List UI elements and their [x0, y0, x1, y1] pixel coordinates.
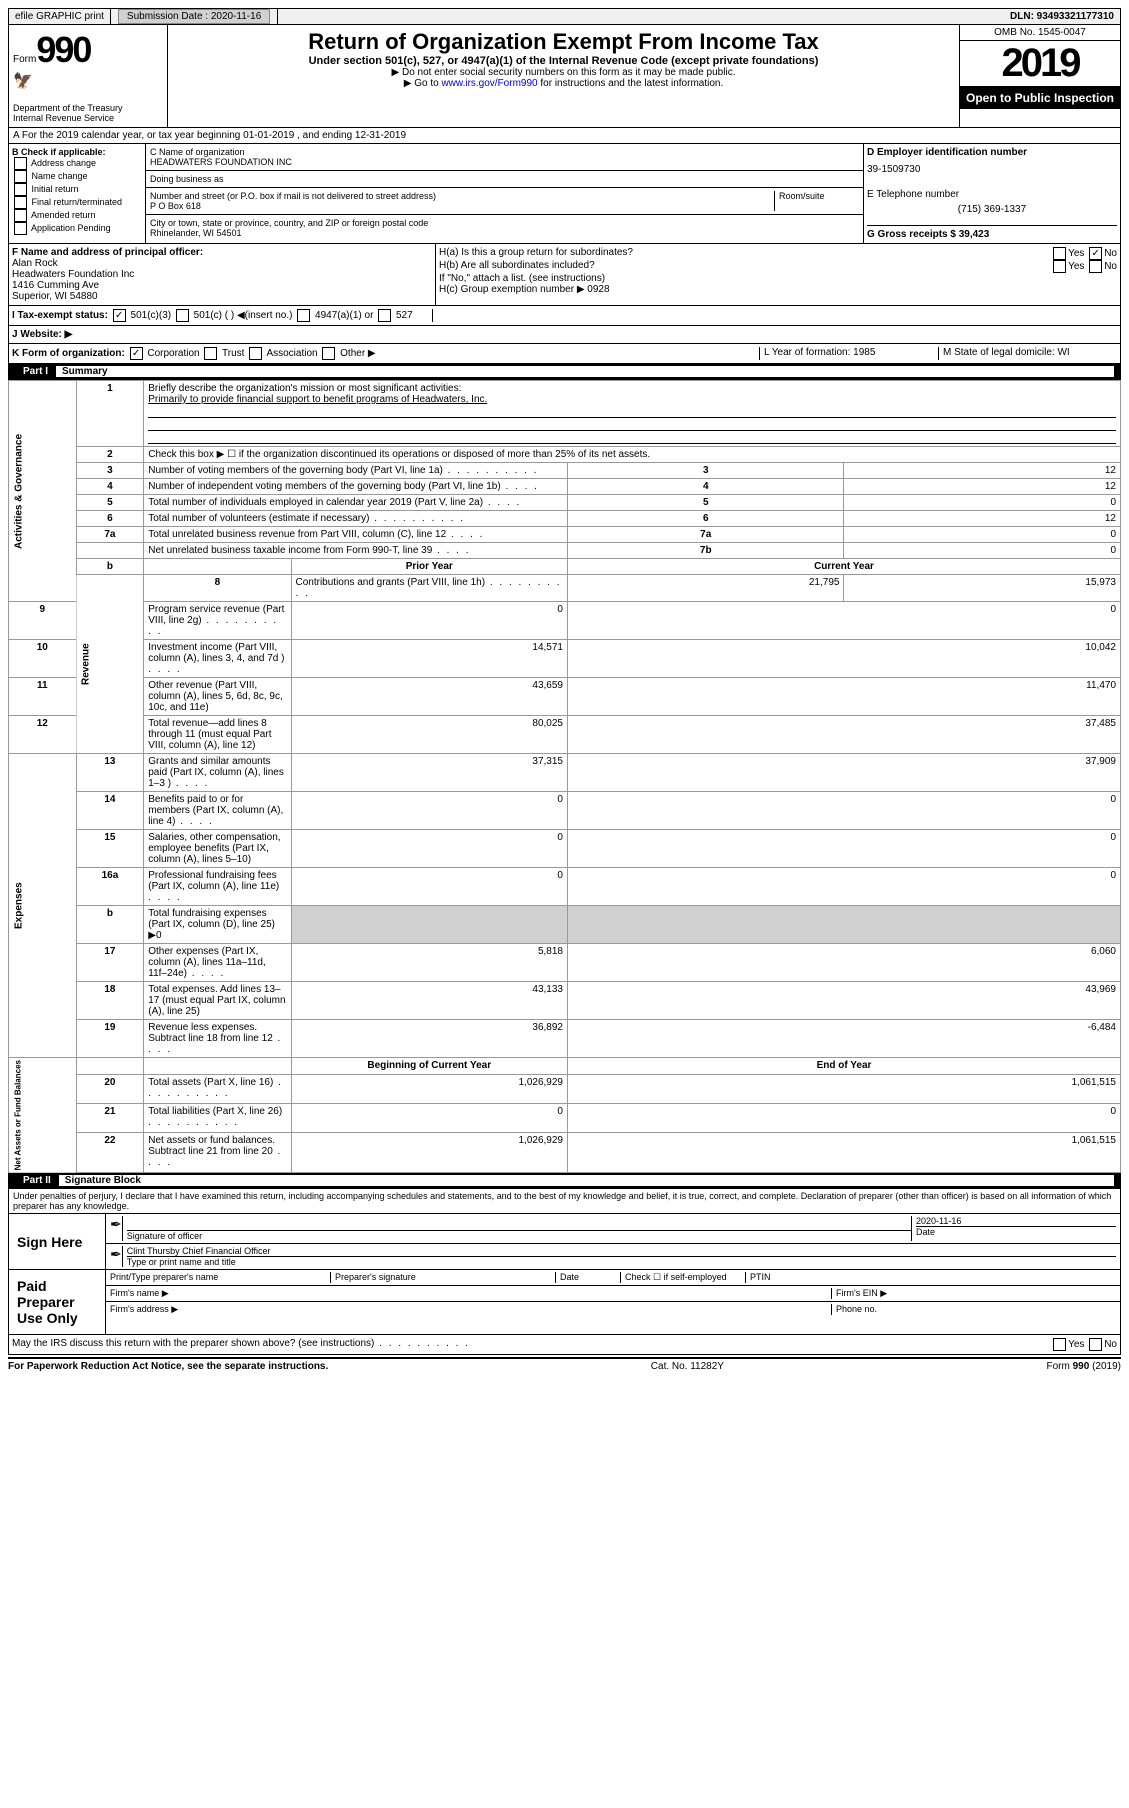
- tax-year: 2019: [960, 41, 1120, 87]
- room-label: Room/suite: [774, 191, 859, 211]
- officer-name-title: Clint Thursby Chief Financial Officer: [127, 1246, 1116, 1256]
- gross-receipts: G Gross receipts $ 39,423: [867, 225, 1117, 240]
- part-1-header: Part I Summary: [8, 364, 1121, 380]
- pen-icon: ✒: [110, 1216, 122, 1241]
- col-b-checkboxes: B Check if applicable: Address change Na…: [9, 144, 146, 243]
- tab-expenses: Expenses: [9, 754, 77, 1058]
- dept-label: Department of the Treasury Internal Reve…: [13, 103, 163, 123]
- discuss-question: May the IRS discuss this return with the…: [12, 1338, 470, 1351]
- org-name-label: C Name of organization: [150, 147, 859, 157]
- efile-label: efile GRAPHIC print: [9, 9, 111, 24]
- city-value: Rhinelander, WI 54501: [150, 228, 859, 238]
- summary-table: Activities & Governance 1 Briefly descri…: [8, 380, 1121, 1173]
- row-a-period: A For the 2019 calendar year, or tax yea…: [8, 128, 1121, 144]
- org-name: HEADWATERS FOUNDATION INC: [150, 157, 859, 167]
- application-pending-checkbox[interactable]: [14, 222, 27, 235]
- form-number: 990: [36, 29, 90, 71]
- initial-return-checkbox[interactable]: [14, 183, 27, 196]
- dba-label: Doing business as: [146, 171, 863, 188]
- amended-return-checkbox[interactable]: [14, 209, 27, 222]
- tab-net-assets: Net Assets or Fund Balances: [9, 1058, 77, 1173]
- phone-value: (715) 369-1337: [867, 204, 1117, 215]
- sign-here-label: Sign Here: [9, 1214, 105, 1269]
- street-label: Number and street (or P.O. box if mail i…: [150, 191, 774, 201]
- name-change-checkbox[interactable]: [14, 170, 27, 183]
- street-value: P O Box 618: [150, 201, 774, 211]
- part-2-header: Part II Signature Block: [8, 1173, 1121, 1189]
- state-domicile: M State of legal domicile: WI: [938, 347, 1117, 360]
- top-bar: efile GRAPHIC print Submission Date : 20…: [8, 8, 1121, 25]
- year-formation: L Year of formation: 1985: [759, 347, 938, 360]
- tab-revenue: Revenue: [76, 575, 144, 754]
- jurat-text: Under penalties of perjury, I declare th…: [9, 1189, 1120, 1213]
- submission-date-button[interactable]: Submission Date : 2020-11-16: [118, 9, 270, 24]
- mission-text: Primarily to provide financial support t…: [148, 394, 1116, 405]
- omb-number: OMB No. 1545-0047: [960, 25, 1120, 41]
- form-header: Form 990 🦅 Department of the Treasury In…: [8, 25, 1121, 128]
- group-return: H(a) Is this a group return for subordin…: [436, 244, 1120, 305]
- subtitle: Under section 501(c), 527, or 4947(a)(1)…: [172, 55, 955, 67]
- note-1: Do not enter social security numbers on …: [172, 67, 955, 78]
- website-row: J Website: ▶: [8, 326, 1121, 344]
- form990-link[interactable]: www.irs.gov/Form990: [441, 78, 537, 89]
- ein-label: D Employer identification number: [867, 147, 1117, 158]
- tab-activities: Activities & Governance: [9, 381, 77, 602]
- ein-value: 39-1509730: [867, 164, 1117, 175]
- tax-exempt-label: I Tax-exempt status:: [12, 310, 108, 321]
- form-word: Form: [13, 54, 36, 65]
- paid-preparer-label: Paid Preparer Use Only: [9, 1270, 105, 1334]
- page-footer: For Paperwork Reduction Act Notice, see …: [8, 1357, 1121, 1374]
- address-change-checkbox[interactable]: [14, 157, 27, 170]
- phone-label: E Telephone number: [867, 189, 1117, 200]
- open-inspection: Open to Public Inspection: [960, 87, 1120, 109]
- page-title: Return of Organization Exempt From Incom…: [172, 29, 955, 55]
- city-label: City or town, state or province, country…: [150, 218, 859, 228]
- dln-label: DLN: 93493321177310: [1004, 9, 1120, 24]
- principal-officer: F Name and address of principal officer:…: [9, 244, 436, 305]
- final-return-checkbox[interactable]: [14, 196, 27, 209]
- pen-icon: ✒: [110, 1246, 122, 1267]
